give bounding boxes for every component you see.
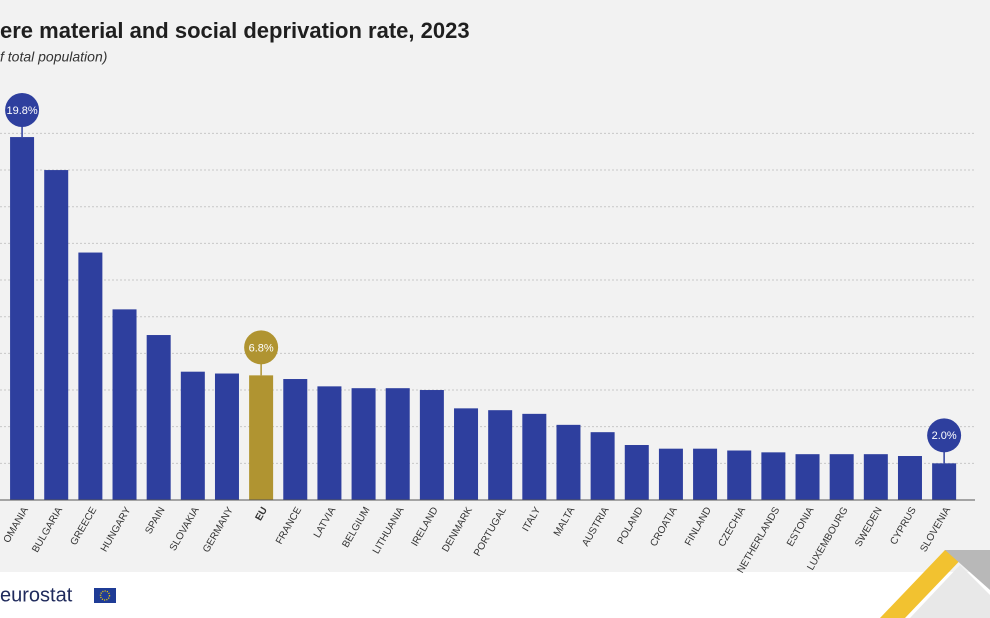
callout-bubble — [244, 330, 279, 365]
value-label: 6.8% — [249, 342, 274, 354]
bar — [112, 309, 137, 500]
bar — [795, 454, 820, 500]
bar — [44, 170, 69, 500]
bar — [283, 379, 308, 500]
eu-flag-stars — [99, 590, 111, 601]
bar — [829, 454, 854, 500]
bar — [624, 445, 649, 500]
bar — [590, 432, 615, 500]
bar — [863, 454, 888, 500]
bar — [146, 335, 171, 500]
bar — [78, 252, 103, 500]
bar — [180, 371, 205, 500]
callout-bubble — [927, 418, 962, 453]
value-label: 19.8% — [6, 105, 37, 117]
bar — [522, 413, 547, 500]
bar — [658, 448, 683, 500]
bar — [214, 373, 239, 500]
footer-background — [0, 572, 990, 618]
callout-bubble — [5, 93, 40, 127]
bar — [932, 463, 957, 500]
bar — [10, 137, 35, 501]
bar — [761, 452, 786, 500]
chart-subtitle: f total population) — [0, 49, 107, 65]
bar — [556, 424, 581, 500]
bar — [317, 386, 342, 500]
decoration — [910, 565, 990, 618]
decoration — [880, 550, 970, 618]
bar — [897, 456, 922, 500]
bar — [488, 410, 513, 500]
bar — [693, 448, 718, 500]
bar — [351, 388, 376, 500]
bar — [249, 375, 274, 500]
bar — [385, 388, 410, 500]
decoration — [945, 550, 990, 590]
bar — [454, 408, 479, 500]
chart-title: ere material and social deprivation rate… — [0, 18, 470, 43]
bar — [419, 390, 444, 500]
value-label: 2.0% — [932, 430, 957, 442]
logo-text: eurostat — [0, 584, 73, 606]
eu-flag — [94, 588, 116, 603]
bar — [727, 450, 752, 500]
